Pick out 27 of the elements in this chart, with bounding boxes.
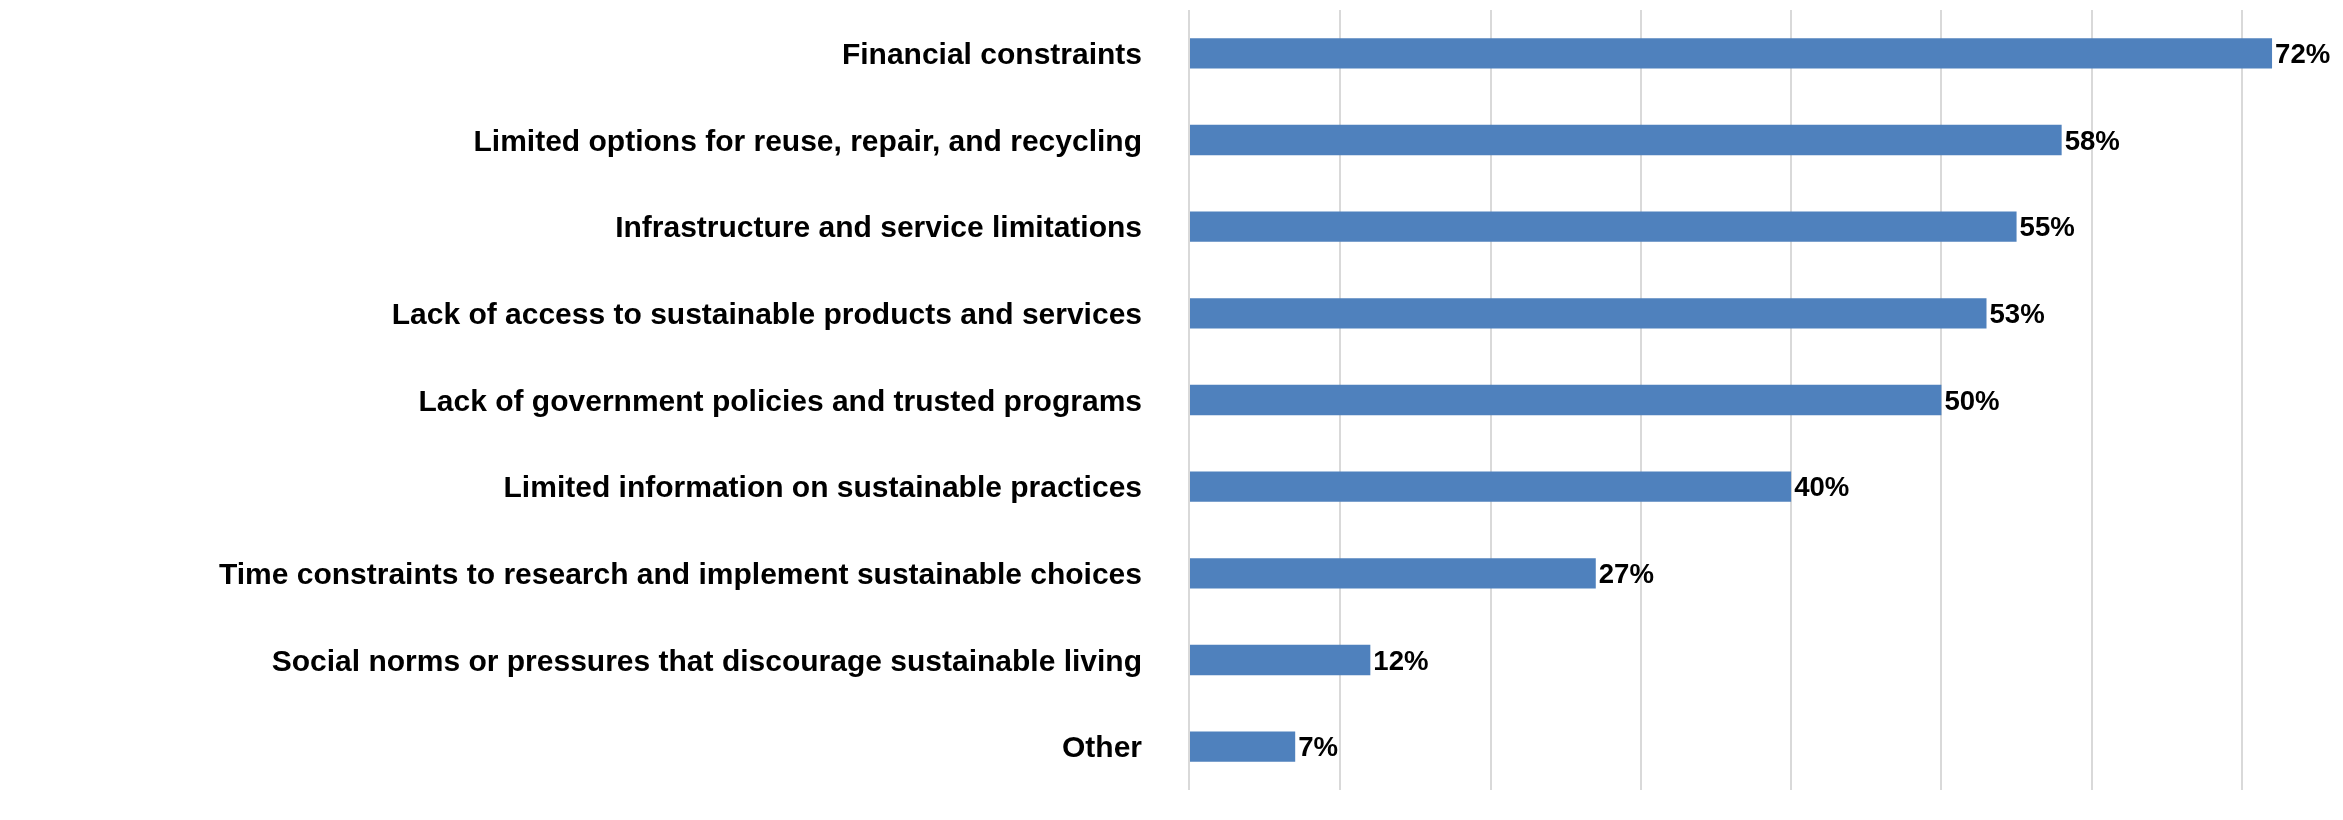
- bar: [1190, 38, 2273, 69]
- data-label: 7%: [1298, 731, 1339, 763]
- y-tick-label: Time constraints to research and implement sustainable choices: [218, 556, 1142, 590]
- data-label: 27%: [1598, 557, 1654, 589]
- bar: [1190, 211, 2017, 242]
- bar: [1190, 384, 1942, 416]
- data-label: 53%: [1989, 297, 2045, 329]
- y-tick-label: Social norms or pressures that discourage sustainable living: [271, 643, 1142, 677]
- data-label: 12%: [1373, 644, 1429, 676]
- y-tick-label: Limited options for reuse, repair, and recycling: [473, 123, 1142, 157]
- y-tick-label: Limited information on sustainable practices: [503, 470, 1142, 504]
- bar: [1190, 731, 1296, 762]
- data-label: 58%: [2064, 124, 2120, 156]
- data-label: 40%: [1794, 471, 1850, 503]
- data-label: 72%: [2275, 37, 2331, 69]
- y-tick-label: Other: [1061, 730, 1143, 764]
- bar: [1190, 471, 1792, 502]
- bar: [1190, 298, 1987, 329]
- y-tick-label: Lack of government policies and trusted programs: [418, 383, 1142, 417]
- bar: [1190, 124, 2062, 156]
- bar: [1190, 644, 1371, 676]
- data-label: 50%: [1944, 384, 2000, 416]
- y-tick-label: Infrastructure and service limitations: [615, 210, 1142, 244]
- data-label: 55%: [2019, 211, 2075, 243]
- bar: [1190, 558, 1596, 589]
- y-tick-label: Financial constraints: [841, 36, 1142, 70]
- y-tick-label: Lack of access to sustainable products and services: [391, 296, 1142, 330]
